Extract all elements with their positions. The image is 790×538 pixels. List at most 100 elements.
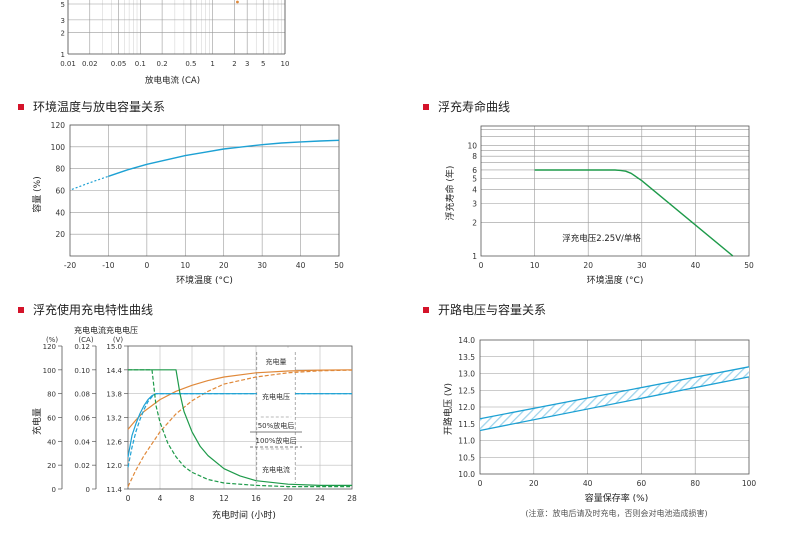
x-tick-label: 3 <box>245 60 249 68</box>
y-tick-label: 0.06 <box>74 415 90 423</box>
annotation-label: 浮充电压2.25V/单格 <box>562 233 641 244</box>
x-tick-label: 0 <box>144 261 149 270</box>
x-tick-label: 20 <box>283 494 293 503</box>
x-axis-label: 环境温度 (°C) <box>587 274 644 286</box>
x-axis-label: 环境温度 (°C) <box>176 274 233 286</box>
y-tick-label: 120 <box>43 343 56 351</box>
y-tick-label: 12.0 <box>458 403 475 412</box>
plot-frame <box>69 124 340 257</box>
x-tick-label: 10 <box>530 261 540 270</box>
x-tick-label: 0.5 <box>185 60 196 68</box>
x-tick-label: 100 <box>742 479 757 488</box>
x-tick-label: 1 <box>210 60 214 68</box>
voltage-curve-100-group <box>127 393 352 468</box>
y-tick-label: 1 <box>61 51 65 59</box>
x-tick-label: 80 <box>690 479 700 488</box>
current-curve-50 <box>128 369 352 486</box>
y-tick-label: 14.4 <box>106 367 122 375</box>
legend-label: 充电量 <box>266 357 287 366</box>
section-title-ocv: 开路电压与容量关系 <box>423 301 546 318</box>
x-tick-label: -20 <box>64 261 76 270</box>
y-tick-label: 13.8 <box>106 391 122 399</box>
x-tick-label: 40 <box>691 261 701 270</box>
y-axis-label: 开路电压 (V) <box>442 383 454 435</box>
y-tick-label: 2 <box>61 29 65 37</box>
y-tick-label: 11.5 <box>458 420 475 429</box>
y-tick-label: 13.2 <box>106 415 122 423</box>
y-tick-label: 10.0 <box>458 470 475 479</box>
y-tick-label: 12.6 <box>106 438 122 446</box>
float-life-line <box>534 169 734 257</box>
section-marker <box>18 306 24 313</box>
voltage-curve-100 <box>127 393 257 468</box>
y-tick-label: 20 <box>47 462 56 470</box>
ocv-upper-line <box>479 366 750 420</box>
legend-label: 100%放电后 <box>255 436 296 445</box>
x-tick-label: 4 <box>158 494 163 503</box>
charge-curve-50 <box>127 369 353 430</box>
footnote: (注意：放电后请及时充电，否则会对电池造成损害) <box>525 508 707 518</box>
axis-header-label: 充电电流 <box>74 325 106 335</box>
y-tick-label: 0.04 <box>74 438 90 446</box>
y-tick-label: 15.0 <box>106 343 122 351</box>
x-tick-label: 0.05 <box>111 60 127 68</box>
y-tick-label: 60 <box>55 187 65 196</box>
y-axis-label: 容量 (%) <box>31 176 43 212</box>
y-tick-label: 5 <box>472 175 477 184</box>
current-curve-100 <box>128 369 352 488</box>
x-axis-label: 容量保存率 (%) <box>585 492 648 504</box>
y-tick-label: 100 <box>51 143 66 152</box>
x-tick-label: 0.01 <box>60 60 76 68</box>
y-tick-label: 6 <box>472 166 477 175</box>
charge-curve-100 <box>127 369 353 487</box>
section-title-charge: 浮充使用充电特性曲线 <box>18 301 153 318</box>
x-tick-label: 28 <box>347 494 357 503</box>
axis-unit-label: (%) <box>46 336 58 344</box>
ocv-lower-line <box>479 376 750 432</box>
x-tick-label: 12 <box>219 494 229 503</box>
y-tick-label: 0.10 <box>74 367 90 375</box>
section-marker <box>423 306 429 313</box>
y-axis-label: 浮充寿命 (年) <box>444 166 456 221</box>
y-tick-label: 1 <box>472 252 477 261</box>
x-tick-label: 5 <box>261 60 265 68</box>
capacity-line <box>108 139 340 177</box>
x-tick-label: 0 <box>478 479 483 488</box>
x-tick-label: 30 <box>637 261 647 270</box>
y-tick-label: 0.12 <box>74 343 90 351</box>
y-tick-label: 60 <box>47 415 56 423</box>
x-tick-label: 0.1 <box>135 60 146 68</box>
x-tick-label: 24 <box>315 494 325 503</box>
y-tick-label: 40 <box>47 438 56 446</box>
y-tick-label: 13.5 <box>458 353 475 362</box>
x-tick-label: 0 <box>126 494 131 503</box>
y-tick-label: 12.0 <box>106 462 122 470</box>
y-tick-label: 2 <box>472 219 477 228</box>
x-axis-label: 放电电流 (CA) <box>145 75 200 86</box>
y-tick-label: 80 <box>47 391 56 399</box>
legend-label: 50%放电后 <box>258 421 295 430</box>
y-tick-label: 0.08 <box>74 391 90 399</box>
x-tick-label: 0.02 <box>82 60 98 68</box>
legend-label: 充电电流 <box>262 465 290 474</box>
y-tick-label: 11.0 <box>458 437 475 446</box>
y-tick-label: 12.5 <box>458 386 475 395</box>
y-tick-label: 100 <box>43 367 56 375</box>
x-tick-label: 10 <box>181 261 191 270</box>
section-title-text: 开路电压与容量关系 <box>438 303 547 317</box>
x-tick-label: 8 <box>190 494 195 503</box>
section-title-text: 浮充使用充电特性曲线 <box>33 303 154 317</box>
x-tick-label: 0 <box>479 261 484 270</box>
y-tick-label: 80 <box>55 165 65 174</box>
y-axis-label: 充电量 <box>31 408 43 435</box>
current-curve-100-group <box>128 369 352 488</box>
ocv-band <box>480 366 749 431</box>
section-title-float-life: 浮充寿命曲线 <box>423 98 510 115</box>
axis-header-label: 充电电压 <box>106 325 138 335</box>
y-tick-label: 40 <box>55 208 65 217</box>
y-tick-label: 10 <box>467 141 477 150</box>
data-point <box>236 0 239 4</box>
x-tick-label: 20 <box>529 479 539 488</box>
voltage-curve-50 <box>127 393 257 458</box>
plot-frame <box>480 125 750 257</box>
